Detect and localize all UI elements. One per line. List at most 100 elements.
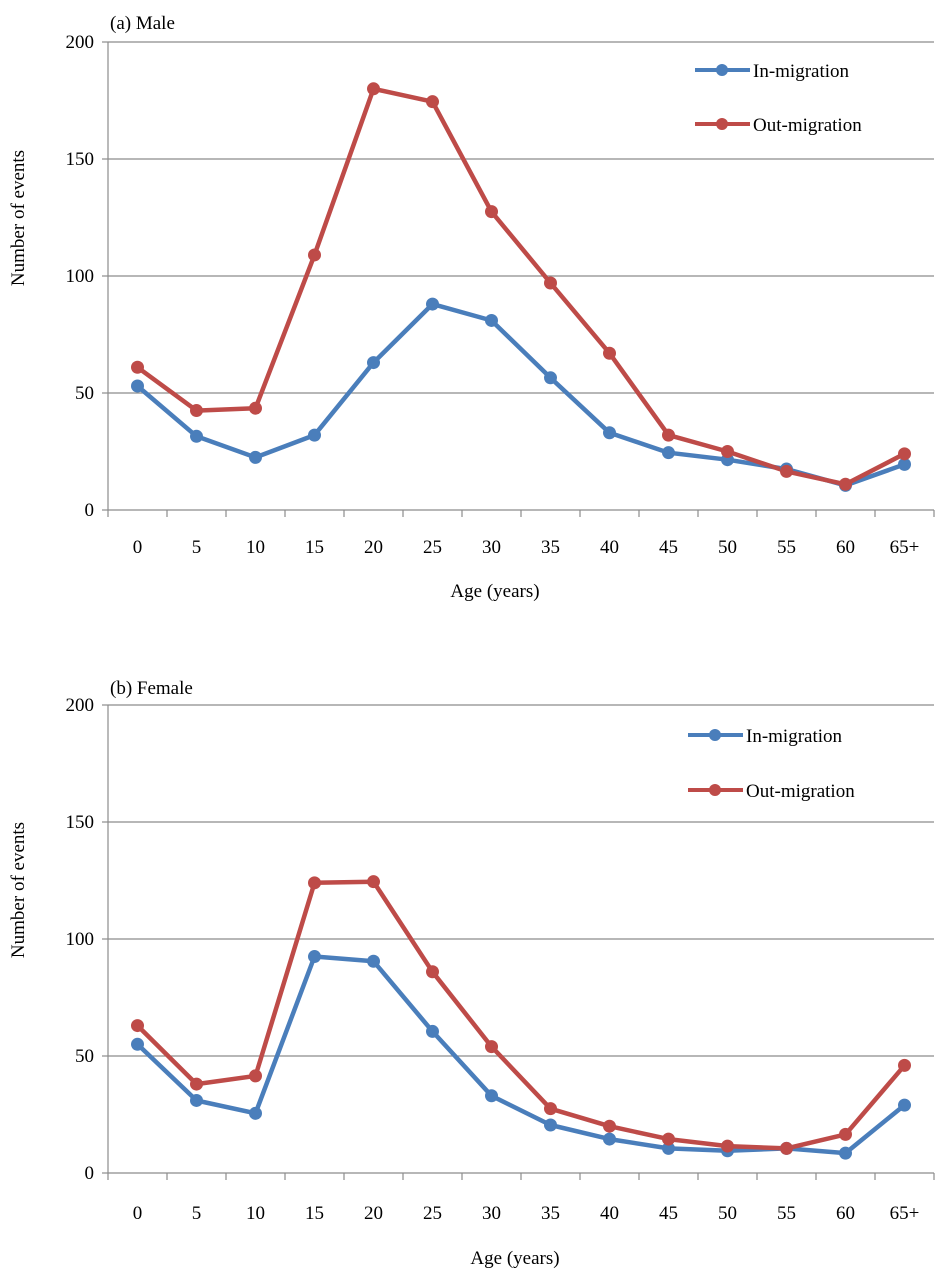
point-out-migration-30-female [485, 1040, 498, 1054]
legend-marker-out-migration-female [709, 784, 721, 796]
legend-male: In-migration Out-migration [695, 61, 862, 136]
legend-marker-out-migration-male [716, 118, 728, 130]
y-tick-label-200-female: 200 [66, 695, 95, 716]
y-tick-label-50-female: 50 [75, 1046, 94, 1067]
x-tick-label-40-female: 40 [600, 1203, 619, 1224]
series-points-male [131, 82, 911, 492]
legend-label-out-migration-female: Out-migration [746, 781, 855, 802]
point-in-migration-25-male [426, 297, 439, 311]
x-tick-label-65-male: 65+ [890, 537, 920, 558]
legend-label-in-migration-female: In-migration [746, 726, 843, 747]
y-axis-label-female: Number of events [8, 822, 29, 958]
point-in-migration-40-female [603, 1132, 616, 1146]
x-tick-label-5-male: 5 [192, 537, 202, 558]
point-in-migration-25-female [426, 1024, 439, 1038]
legend-label-in-migration-male: In-migration [753, 61, 850, 82]
point-in-migration-5-female [190, 1093, 203, 1107]
point-out-migration-35-female [544, 1102, 557, 1116]
x-tick-label-50-male: 50 [718, 537, 737, 558]
legend-female: In-migration Out-migration [688, 726, 855, 802]
point-out-migration-50-male [721, 445, 734, 458]
point-out-migration-65-male [898, 447, 911, 461]
point-in-migration-5-male [190, 429, 203, 443]
point-out-migration-5-female [190, 1077, 203, 1091]
y-tick-label-50-male: 50 [75, 383, 94, 404]
axes-male [102, 41, 935, 517]
x-tick-label-60-male: 60 [836, 537, 855, 558]
point-in-migration-45-male [662, 446, 675, 460]
x-tick-label-45-male: 45 [659, 537, 678, 558]
x-tick-label-35-female: 35 [541, 1203, 560, 1224]
point-in-migration-15-female [308, 950, 321, 964]
x-tick-label-60-female: 60 [836, 1203, 855, 1224]
point-out-migration-55-male [780, 464, 793, 478]
point-out-migration-15-female [308, 876, 321, 890]
point-in-migration-0-male [131, 379, 144, 393]
point-in-migration-35-female [544, 1118, 557, 1132]
legend-marker-in-migration-female [709, 729, 721, 741]
chart-title-female: (b) Female [110, 678, 193, 699]
point-in-migration-10-male [249, 450, 262, 464]
axes-female [102, 704, 935, 1180]
x-tick-label-0-female: 0 [133, 1203, 143, 1224]
chart-panel-male: (a) Male Number of events Age (years) 0 5… [8, 13, 935, 602]
point-in-migration-20-male [367, 356, 380, 370]
point-out-migration-25-female [426, 965, 439, 979]
y-axis-label-male: Number of events [8, 150, 29, 286]
y-tick-label-200-male: 200 [66, 32, 95, 53]
point-out-migration-15-male [308, 248, 321, 262]
x-tick-label-5-female: 5 [192, 1203, 202, 1224]
point-out-migration-25-male [426, 95, 439, 109]
point-out-migration-60-female [839, 1127, 852, 1141]
point-out-migration-10-female [249, 1069, 262, 1083]
series-line-out-migration-male [136, 86, 906, 487]
y-tick-label-100-female: 100 [66, 929, 95, 950]
point-out-migration-45-male [662, 428, 675, 442]
point-in-migration-20-female [367, 954, 380, 968]
point-in-migration-10-female [249, 1106, 262, 1120]
point-out-migration-0-male [131, 360, 144, 374]
point-out-migration-60-male [839, 477, 852, 491]
point-in-migration-60-female [839, 1146, 852, 1160]
point-out-migration-35-male [544, 276, 557, 290]
x-tick-label-0-male: 0 [133, 537, 143, 558]
x-tick-label-45-female: 45 [659, 1203, 678, 1224]
gridlines-female [108, 704, 934, 1057]
series-lines-female [135, 879, 907, 1156]
x-tick-label-50-female: 50 [718, 1203, 737, 1224]
legend-label-out-migration-male: Out-migration [753, 115, 862, 136]
x-tick-label-15-male: 15 [305, 537, 324, 558]
point-out-migration-20-male [367, 82, 380, 96]
series-points-female [131, 875, 911, 1160]
point-out-migration-20-female [367, 875, 380, 889]
y-tick-label-100-male: 100 [66, 266, 95, 287]
point-in-migration-0-female [131, 1037, 144, 1051]
x-tick-label-55-male: 55 [777, 537, 796, 558]
point-in-migration-30-male [485, 313, 498, 327]
point-out-migration-65-female [898, 1058, 911, 1072]
x-tick-label-25-male: 25 [423, 537, 442, 558]
chart-panel-female: (b) Female Number of events Age (years) … [8, 678, 935, 1269]
x-tick-label-20-female: 20 [364, 1203, 383, 1224]
point-in-migration-40-male [603, 426, 616, 440]
series-lines-male [136, 86, 906, 488]
legend-marker-in-migration-male [716, 64, 728, 76]
y-tick-label-150-female: 150 [66, 812, 95, 833]
series-line-out-migration-female [135, 879, 907, 1151]
y-tick-labels-female: 0 50 100 150 200 [66, 695, 95, 1184]
point-out-migration-45-female [662, 1132, 675, 1146]
x-tick-label-30-male: 30 [482, 537, 501, 558]
point-out-migration-50-female [721, 1139, 734, 1153]
y-tick-label-0-female: 0 [85, 1163, 95, 1184]
x-tick-label-30-female: 30 [482, 1203, 501, 1224]
x-tick-label-20-male: 20 [364, 537, 383, 558]
x-axis-label-male: Age (years) [450, 581, 539, 602]
point-out-migration-0-female [131, 1019, 144, 1033]
x-tick-label-65-female: 65+ [890, 1203, 920, 1224]
point-out-migration-5-male [190, 404, 203, 418]
series-line-in-migration-female [135, 954, 906, 1156]
x-tick-label-25-female: 25 [423, 1203, 442, 1224]
y-tick-labels-male: 0 50 100 150 200 [66, 32, 95, 521]
x-tick-label-10-male: 10 [246, 537, 265, 558]
